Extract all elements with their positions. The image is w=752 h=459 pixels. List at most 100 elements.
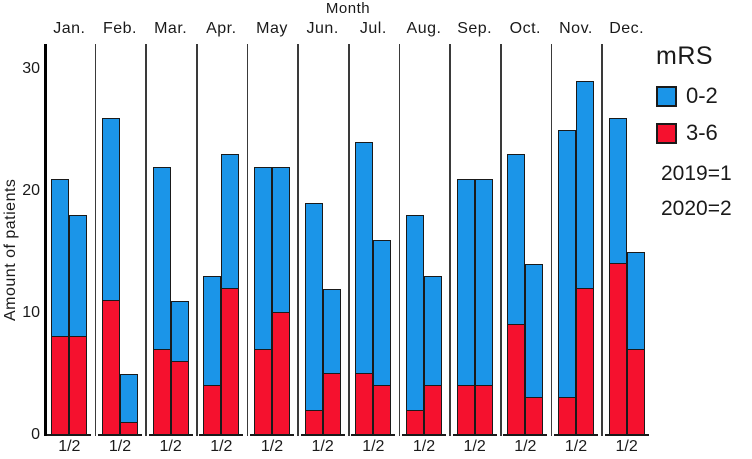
pair-label: 1/2 (159, 438, 182, 455)
pair-label: 1/2 (210, 438, 233, 455)
month-label: Jan. (53, 20, 86, 37)
bar-2019 (355, 142, 374, 435)
bar-segment-mrs-0-2 (456, 178, 475, 387)
bar-segment-mrs-0-2 (558, 130, 576, 399)
bar-2020 (576, 81, 594, 435)
bar-segment-mrs-0-2 (102, 117, 120, 301)
bar-segment-mrs-3-6 (170, 361, 189, 435)
month-divider (500, 44, 502, 436)
bar-segment-mrs-3-6 (102, 300, 120, 435)
bar-segment-mrs-3-6 (474, 386, 493, 435)
bar-segment-mrs-0-2 (272, 166, 290, 313)
month-label: Jun. (306, 20, 339, 37)
month-divider (196, 44, 198, 436)
month-divider (398, 44, 401, 436)
bar-segment-mrs-3-6 (626, 349, 645, 435)
bar-segment-mrs-0-2 (507, 154, 526, 326)
bar-segment-mrs-3-6 (608, 264, 627, 435)
month-divider (297, 44, 299, 436)
bar-segment-mrs-3-6 (355, 374, 374, 435)
pair-label: 1/2 (463, 438, 486, 455)
legend-swatch-blue-icon (656, 85, 677, 107)
month-label: May (256, 20, 288, 37)
bar-segment-mrs-0-2 (373, 239, 392, 387)
month-label: Nov. (559, 20, 593, 37)
y-tick-label: 0 (31, 426, 40, 443)
bar-2019 (254, 166, 272, 435)
bar-segment-mrs-0-2 (203, 276, 222, 387)
month-label: Dec. (609, 20, 645, 37)
bar-2020 (626, 252, 645, 435)
pair-label: 1/2 (514, 438, 537, 455)
bar-segment-mrs-3-6 (152, 349, 171, 435)
bar-segment-mrs-3-6 (254, 349, 272, 435)
bar-segment-mrs-3-6 (322, 374, 341, 435)
bar-2019 (406, 215, 424, 435)
bar-segment-mrs-3-6 (576, 288, 594, 435)
bar-segment-mrs-0-2 (424, 276, 442, 387)
baseline-segment (148, 434, 193, 437)
y-axis-line (44, 44, 47, 436)
baseline-segment (98, 434, 142, 437)
bar-2020 (221, 154, 240, 435)
pair-label: 1/2 (362, 438, 385, 455)
pair-label: 1/2 (564, 438, 588, 455)
bar-segment-mrs-0-2 (525, 264, 544, 399)
bar-segment-mrs-3-6 (203, 386, 222, 435)
month-divider (94, 44, 97, 436)
bar-segment-mrs-0-2 (170, 300, 189, 362)
bar-segment-mrs-3-6 (304, 410, 323, 435)
legend-swatch-red-icon (656, 122, 677, 144)
baseline-segment (604, 434, 649, 437)
bar-2020 (170, 300, 189, 435)
baseline-segment (250, 434, 294, 437)
bar-2020 (424, 276, 442, 435)
bar-segment-mrs-0-2 (152, 166, 171, 350)
baseline-segment (452, 434, 497, 437)
baseline-segment (300, 434, 345, 437)
bar-segment-mrs-3-6 (525, 398, 544, 435)
bar-segment-mrs-0-2 (406, 215, 424, 411)
bar-2019 (608, 117, 627, 435)
baseline-segment (47, 434, 92, 437)
month-divider (550, 44, 553, 436)
month-label: Mar. (154, 20, 188, 37)
bar-segment-mrs-0-2 (355, 142, 374, 374)
bar-segment-mrs-0-2 (51, 178, 70, 338)
month-label: Jul. (359, 20, 387, 37)
pair-label: 1/2 (58, 438, 81, 455)
bar-2019 (456, 178, 475, 435)
bar-segment-mrs-0-2 (254, 166, 272, 350)
y-axis-label: Amount of patients (2, 178, 19, 322)
bar-segment-mrs-0-2 (120, 374, 138, 423)
bar-2020 (120, 374, 138, 435)
bar-segment-mrs-3-6 (406, 410, 424, 435)
legend-item-label: 0-2 (686, 83, 718, 108)
month-divider (601, 44, 603, 436)
bar-2019 (203, 276, 222, 435)
bar-segment-mrs-0-2 (69, 215, 88, 338)
bar-2019 (304, 203, 323, 435)
month-divider (145, 44, 147, 436)
bar-2020 (69, 215, 88, 435)
bar-segment-mrs-0-2 (626, 252, 645, 350)
bar-segment-mrs-3-6 (51, 337, 70, 435)
legend-note-2020: 2020=2 (661, 197, 732, 220)
bar-segment-mrs-0-2 (576, 81, 594, 289)
bar-2019 (507, 154, 526, 435)
legend-note-2019: 2019=1 (661, 162, 732, 185)
month-divider (348, 44, 350, 436)
bar-segment-mrs-3-6 (69, 337, 88, 435)
month-label: Aug. (406, 20, 442, 37)
bar-2020 (525, 264, 544, 435)
y-tick-label: 20 (22, 182, 40, 199)
bar-2020 (373, 239, 392, 435)
baseline-segment (503, 434, 548, 437)
bar-segment-mrs-0-2 (322, 288, 341, 374)
bar-2020 (272, 166, 290, 435)
bar-2019 (558, 130, 576, 435)
bar-segment-mrs-0-2 (221, 154, 240, 289)
pair-label: 1/2 (108, 438, 132, 455)
bar-segment-mrs-3-6 (507, 325, 526, 435)
